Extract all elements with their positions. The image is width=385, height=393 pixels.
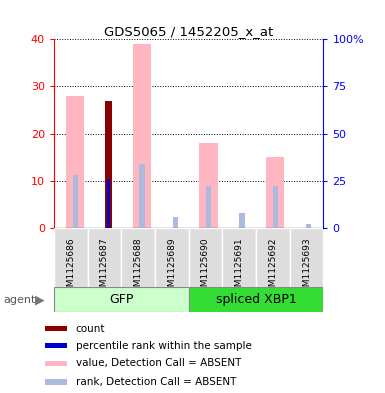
Text: GSM1125691: GSM1125691 xyxy=(235,237,244,298)
Text: GSM1125693: GSM1125693 xyxy=(302,237,311,298)
Bar xyxy=(223,228,256,289)
Bar xyxy=(66,96,84,228)
Text: GSM1125689: GSM1125689 xyxy=(167,237,176,298)
Text: GSM1125688: GSM1125688 xyxy=(134,237,142,298)
Bar xyxy=(256,228,290,289)
Bar xyxy=(290,228,323,289)
Bar xyxy=(54,228,88,289)
Bar xyxy=(106,175,111,228)
Bar xyxy=(189,228,223,289)
Bar xyxy=(45,361,67,365)
Text: ▶: ▶ xyxy=(35,293,44,307)
Text: GSM1125687: GSM1125687 xyxy=(100,237,109,298)
Bar xyxy=(239,213,244,228)
Bar xyxy=(266,157,285,228)
Bar xyxy=(306,224,311,228)
Text: spliced XBP1: spliced XBP1 xyxy=(216,293,296,306)
Bar xyxy=(45,343,67,348)
Bar xyxy=(155,228,189,289)
Text: GSM1125690: GSM1125690 xyxy=(201,237,210,298)
Bar xyxy=(121,228,155,289)
Bar xyxy=(107,179,110,228)
Bar xyxy=(133,44,151,228)
Text: count: count xyxy=(76,323,105,334)
Bar xyxy=(88,228,121,289)
Bar xyxy=(206,186,211,228)
Bar xyxy=(199,143,218,228)
Bar xyxy=(73,175,78,228)
Bar xyxy=(139,164,144,228)
Text: GSM1125692: GSM1125692 xyxy=(268,237,277,298)
Bar xyxy=(189,287,323,312)
Text: rank, Detection Call = ABSENT: rank, Detection Call = ABSENT xyxy=(76,377,236,387)
Text: GFP: GFP xyxy=(109,293,134,306)
Bar xyxy=(173,217,178,228)
Text: percentile rank within the sample: percentile rank within the sample xyxy=(76,341,252,351)
Text: agent: agent xyxy=(4,295,36,305)
Bar xyxy=(45,326,67,331)
Title: GDS5065 / 1452205_x_at: GDS5065 / 1452205_x_at xyxy=(104,25,273,38)
Bar xyxy=(105,101,112,228)
Bar xyxy=(273,186,278,228)
Bar xyxy=(45,380,67,384)
Text: GSM1125686: GSM1125686 xyxy=(66,237,75,298)
Bar xyxy=(54,287,189,312)
Text: value, Detection Call = ABSENT: value, Detection Call = ABSENT xyxy=(76,358,241,368)
